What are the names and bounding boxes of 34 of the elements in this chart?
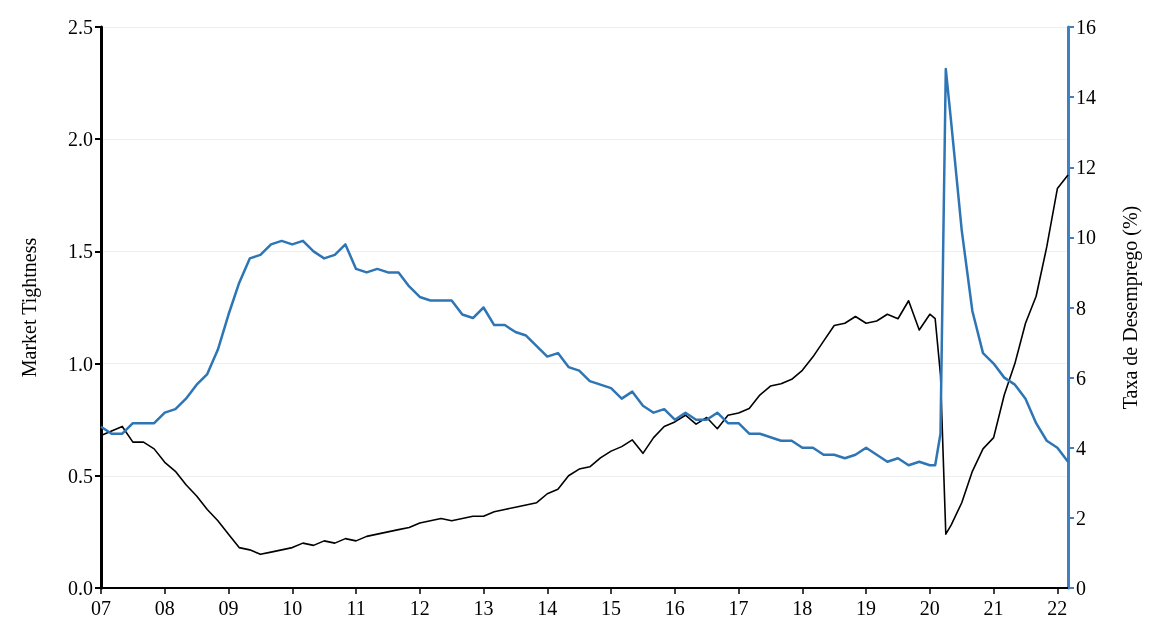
x-tick-label: 11 [346, 597, 366, 619]
x-tick-label: 17 [728, 597, 749, 619]
x-tick-label: 18 [792, 597, 813, 619]
y2-tick-label: 10 [1076, 226, 1096, 249]
x-tick-label: 14 [537, 597, 558, 619]
x-tick-label: 19 [856, 597, 877, 619]
y2-axis-title: Taxa de Desemprego (%) [1119, 205, 1142, 410]
x-tick-label: 16 [664, 597, 685, 619]
y2-tick-label: 14 [1076, 86, 1096, 109]
y-tick-label: 1.5 [68, 240, 93, 263]
x-tick-label: 10 [282, 597, 303, 619]
x-tick-label: 08 [154, 597, 175, 619]
x-tick-label: 12 [409, 597, 430, 619]
y2-tick-label: 6 [1076, 366, 1086, 389]
x-tick-label: 21 [983, 597, 1004, 619]
y-tick-label: 1.0 [68, 352, 93, 375]
y-tick-label: 2.0 [68, 128, 93, 151]
x-tick-label: 13 [473, 597, 494, 619]
y-tick-label: 0.0 [68, 577, 93, 599]
y2-tick-label: 4 [1076, 436, 1086, 459]
x-tick-label: 22 [1047, 597, 1068, 619]
y2-tick-label: 12 [1076, 156, 1096, 179]
y2-tick-label: 2 [1076, 506, 1086, 529]
x-tick-label: 07 [91, 597, 111, 619]
y-tick-label: 0.5 [68, 464, 93, 487]
x-tick-label: 09 [218, 597, 239, 619]
y-axis-title: Market Tightness [18, 237, 41, 378]
x-tick-label: 15 [601, 597, 622, 619]
y2-tick-label: 8 [1076, 296, 1086, 319]
y2-tick-label: 0 [1076, 577, 1086, 599]
x-tick-label: 20 [919, 597, 940, 619]
y-tick-label: 2.5 [68, 16, 93, 38]
line-series [99, 67, 1070, 467]
y2-tick-label: 16 [1076, 16, 1096, 38]
